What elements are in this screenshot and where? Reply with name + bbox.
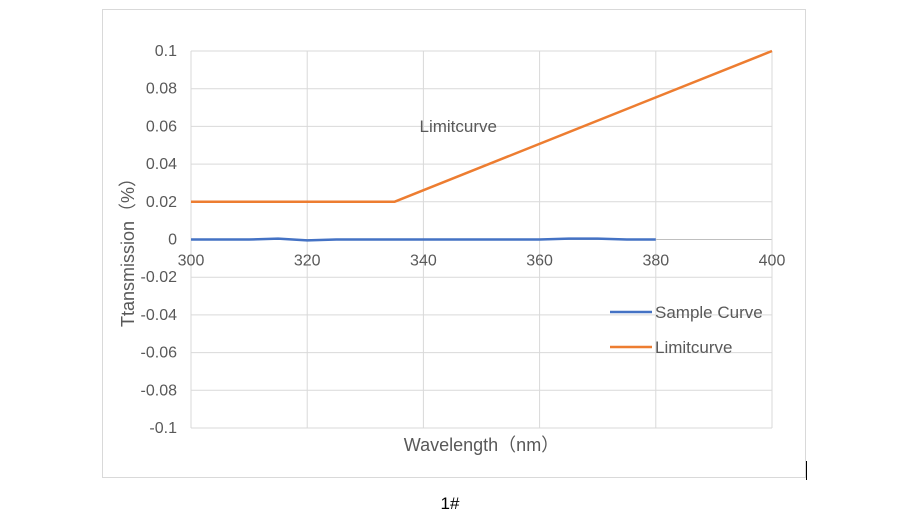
y-axis-title: Ttansmission（%） <box>118 169 138 327</box>
y-tick-label: -0.08 <box>141 382 178 399</box>
figure-caption: 1# <box>440 494 460 513</box>
edge-divider <box>806 461 807 480</box>
y-tick-label: 0.04 <box>146 156 177 173</box>
chart-annotation: Limitcurve <box>420 117 497 136</box>
y-tick-label: -0.02 <box>141 269 178 286</box>
x-tick-label: 380 <box>642 253 669 270</box>
limitcurve-line <box>191 49 773 204</box>
y-tick-label: 0.02 <box>146 194 177 211</box>
y-tick-label: -0.04 <box>141 307 178 324</box>
x-tick-label: 400 <box>759 253 786 270</box>
y-tick-label: 0 <box>168 232 177 249</box>
y-tick-label: 0.06 <box>146 118 177 135</box>
sample-curve-line <box>191 237 656 242</box>
x-tick-label: 360 <box>526 253 553 270</box>
x-tick-label: 320 <box>294 253 321 270</box>
y-tick-label: 0.1 <box>155 43 177 60</box>
x-tick-label: 300 <box>178 253 205 270</box>
chart-area <box>102 9 806 478</box>
y-tick-label: -0.1 <box>149 420 177 437</box>
legend-label: Limitcurve <box>655 338 732 357</box>
x-axis-title: Wavelength（nm） <box>404 435 559 455</box>
y-tick-label: -0.06 <box>141 345 178 362</box>
y-tick-label: 0.08 <box>146 81 177 98</box>
x-tick-label: 340 <box>410 253 437 270</box>
legend-label: Sample Curve <box>655 303 763 322</box>
